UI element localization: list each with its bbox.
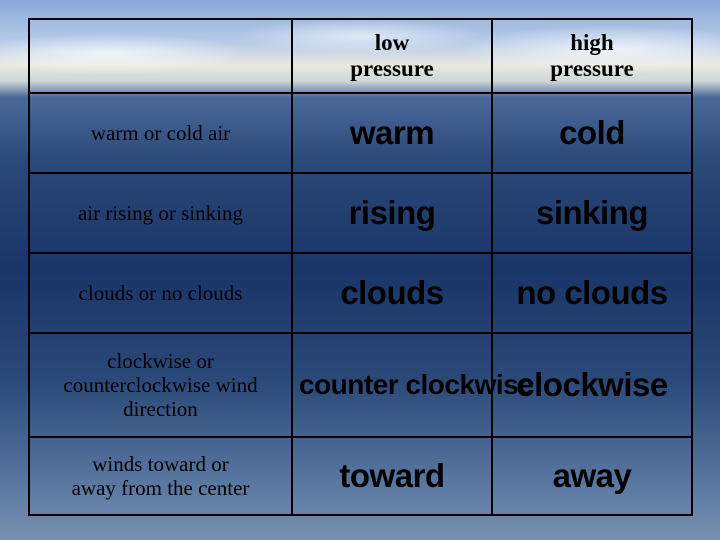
answer-low: clouds: [292, 253, 492, 333]
row-label-text: winds toward or: [92, 452, 228, 476]
answer-high: away: [492, 437, 692, 515]
answer-high: no clouds: [492, 253, 692, 333]
answer-high: sinking: [492, 173, 692, 253]
answer-low: counter clockwise: [292, 333, 492, 437]
header-high-pressure: high pressure: [492, 19, 692, 93]
header-text: pressure: [350, 56, 434, 81]
table-row: clouds or no clouds clouds no clouds: [29, 253, 692, 333]
header-low-pressure: low pressure: [292, 19, 492, 93]
header-text: pressure: [550, 56, 634, 81]
answer-low: toward: [292, 437, 492, 515]
table-row: air rising or sinking rising sinking: [29, 173, 692, 253]
table: low pressure high pressure warm or cold …: [28, 18, 693, 516]
row-label-rising-sinking: air rising or sinking: [29, 173, 292, 253]
table-row: warm or cold air warm cold: [29, 93, 692, 173]
row-label-text: counterclockwise wind: [63, 373, 257, 397]
row-label-wind-direction: clockwise or counterclockwise wind direc…: [29, 333, 292, 437]
answer-high: cold: [492, 93, 692, 173]
pressure-comparison-table: low pressure high pressure warm or cold …: [28, 18, 692, 516]
answer-high: clockwise: [492, 333, 692, 437]
row-label-wind-toward-away: winds toward or away from the center: [29, 437, 292, 515]
table-row: clockwise or counterclockwise wind direc…: [29, 333, 692, 437]
header-text: high: [570, 30, 613, 55]
row-label-text: clockwise or: [107, 349, 214, 373]
table-row: winds toward or away from the center tow…: [29, 437, 692, 515]
answer-low: warm: [292, 93, 492, 173]
table-header-row: low pressure high pressure: [29, 19, 692, 93]
row-label-text: away from the center: [72, 476, 250, 500]
row-label-warm-cold: warm or cold air: [29, 93, 292, 173]
row-label-clouds: clouds or no clouds: [29, 253, 292, 333]
answer-low: rising: [292, 173, 492, 253]
header-text: low: [375, 30, 410, 55]
header-blank: [29, 19, 292, 93]
row-label-text: direction: [123, 397, 198, 421]
